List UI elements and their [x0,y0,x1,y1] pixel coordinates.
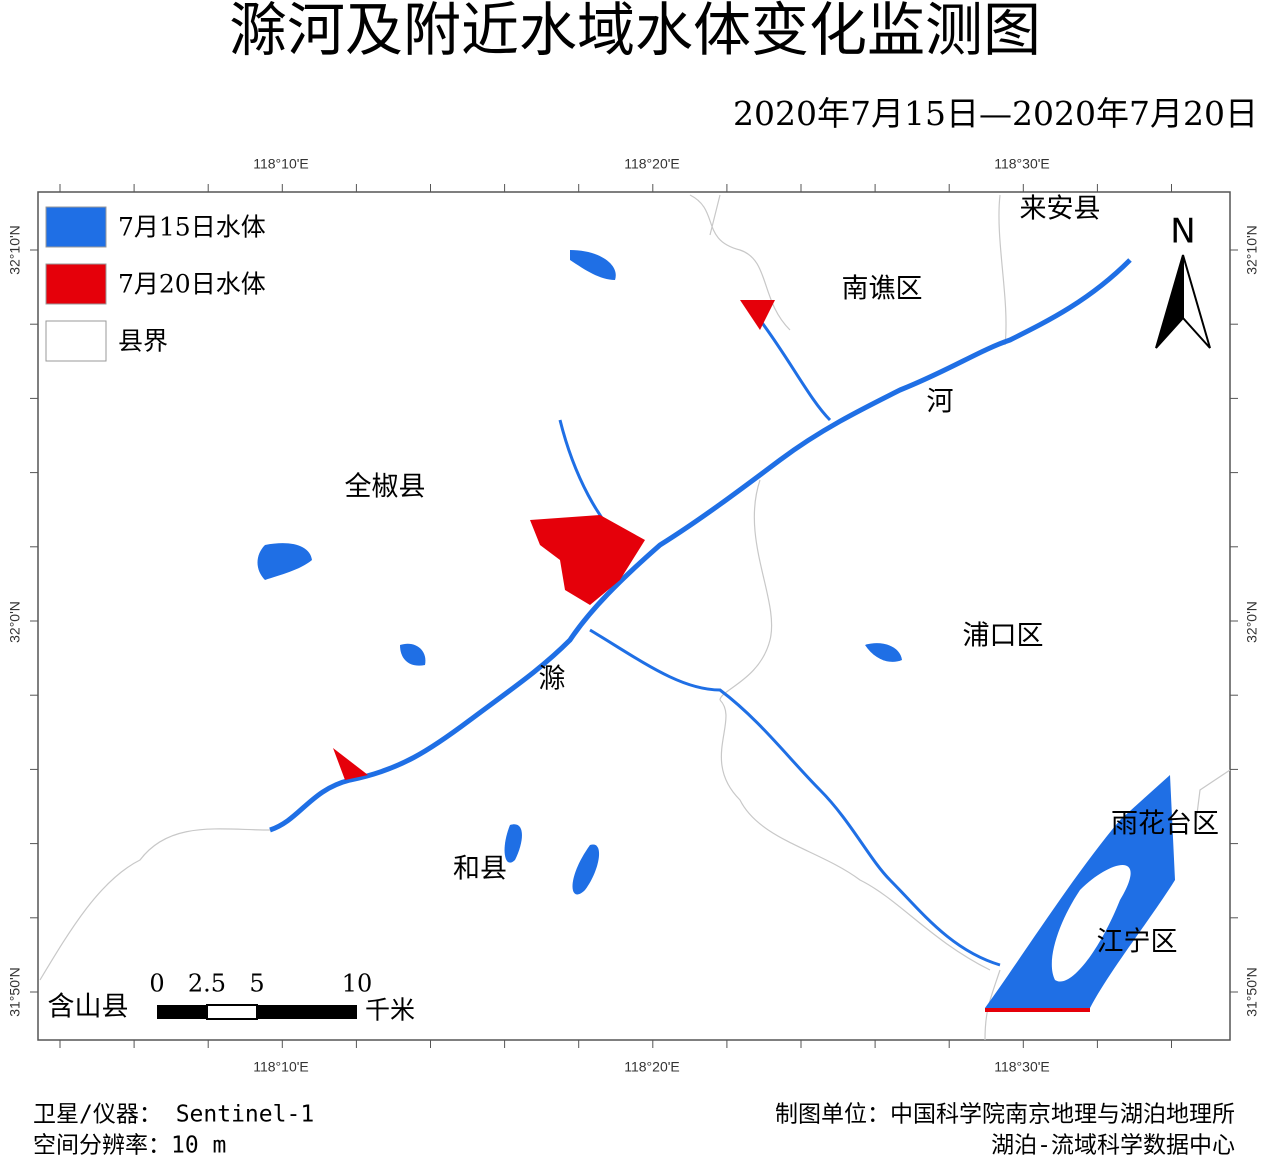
place-label: 来安县 [1020,194,1101,225]
map-title: 滁河及附近水域水体变化监测图 [229,0,1041,64]
north-label: N [1170,212,1195,252]
scale-label: 2.5 [188,970,226,998]
place-label: 雨花台区 [1111,809,1219,840]
organization: 制图单位：中国科学院南京地理与湖泊地理所 [775,1102,1235,1128]
lon-label: 118°20'E [624,1059,680,1075]
satellite: 卫星/仪器： Sentinel-1 [33,1102,314,1128]
flood-area [530,515,645,605]
north-arrow-half [1155,254,1184,349]
place-label: 和县 [453,854,507,885]
flood-area [740,300,775,330]
place-label: 全椒县 [345,472,426,503]
frame-ticks: 118°10'E 118°10'E 118°20'E 118°20'E 118°30'E… [7,156,1260,1075]
scale-unit: 千米 [365,996,415,1025]
lon-label: 118°30'E [994,156,1050,172]
river [269,258,1132,833]
legend-swatch [45,320,107,362]
scale-segment [157,1005,207,1019]
flood-area [985,1008,1090,1012]
lake [400,643,426,666]
island [1051,865,1131,982]
lake [865,643,902,662]
place-label: 含山县 [48,992,129,1023]
lake [504,824,522,863]
place-label: 滁 [539,664,566,695]
legend-swatch [45,206,107,248]
lat-label: 31°50'N [7,967,23,1017]
legend-swatch [45,263,107,305]
date-range: 2020年7月15日—2020年7月20日 [733,94,1258,133]
resolution: 空间分辨率：10 m [33,1133,226,1158]
lat-label: 32°0'N [1244,601,1260,643]
place-label: 南谯区 [842,274,923,305]
lon-label: 118°10'E [253,1059,309,1075]
legend-label: 7月20日水体 [118,270,266,299]
lake [257,543,312,580]
place-label: 浦口区 [963,621,1044,652]
scale-segment [257,1005,357,1019]
scale-label: 5 [249,970,264,998]
lon-label: 118°20'E [624,156,680,172]
place-label: 江宁区 [1097,927,1178,958]
organization: 湖泊-流域科学数据中心 [991,1133,1235,1158]
flood-area [333,748,368,780]
scale-segment [206,1004,258,1020]
lat-label: 31°50'N [1244,967,1260,1017]
scale-label: 0 [149,970,164,998]
place-label: 河 [927,387,954,418]
map-frame [37,191,1231,1041]
legend-label: 7月15日水体 [118,213,266,242]
lon-label: 118°30'E [994,1059,1050,1075]
water-bodies [257,250,1175,1012]
scale-label: 10 [342,970,373,998]
county-boundaries [39,194,1231,1041]
lat-label: 32°10'N [1244,225,1260,275]
lon-label: 118°10'E [253,156,309,172]
north-arrow: N [1155,212,1211,349]
lat-label: 32°10'N [7,225,23,275]
lake [570,250,616,280]
lake [572,844,600,895]
lat-label: 32°0'N [7,601,23,643]
legend-label: 县界 [118,327,168,356]
